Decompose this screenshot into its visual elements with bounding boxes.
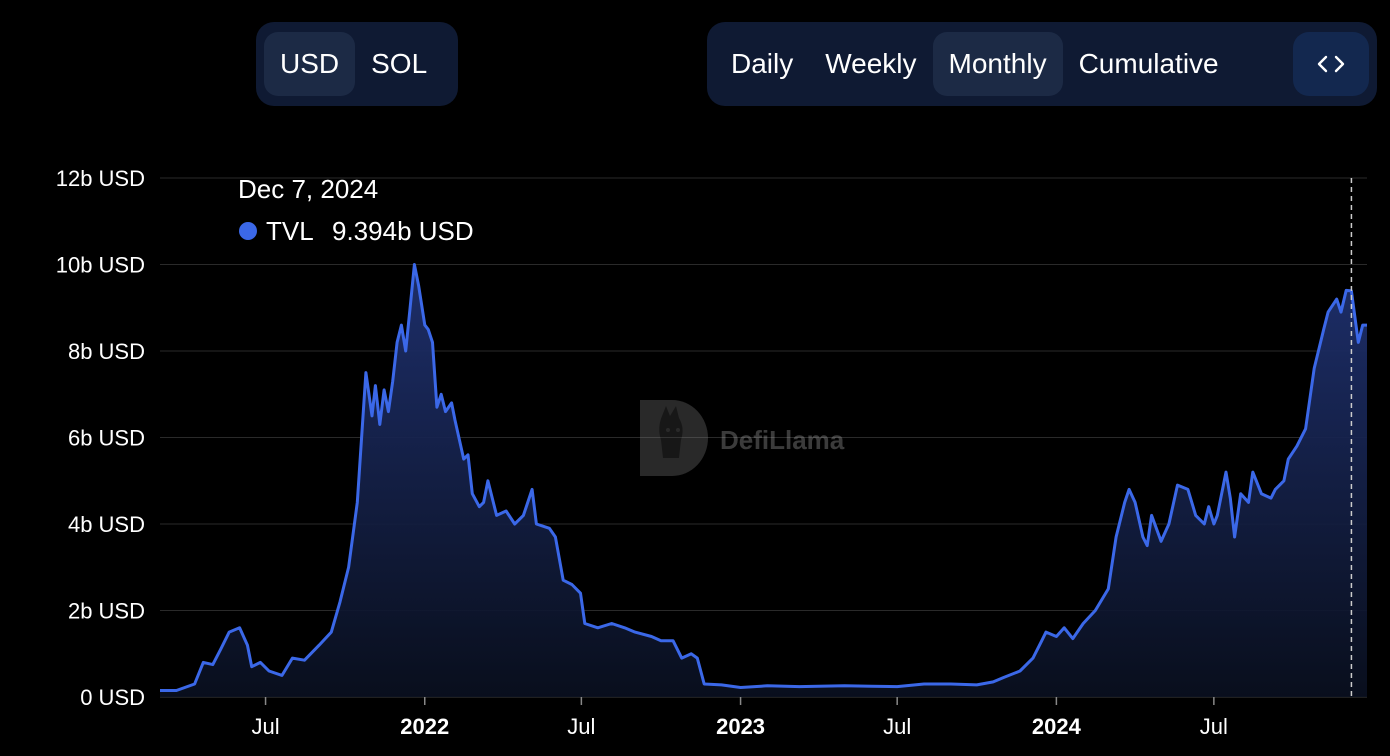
x-tick-label: Jul bbox=[567, 714, 595, 739]
y-axis: 0 USD 2b USD 4b USD 6b USD 8b USD 10b USD 12b … bbox=[56, 166, 145, 710]
x-tick-label: Jul bbox=[1200, 714, 1228, 739]
y-tick-label: 2b USD bbox=[68, 599, 145, 624]
y-tick-label: 12b USD bbox=[56, 166, 145, 191]
tooltip-series-dot bbox=[239, 222, 257, 240]
x-tick-label: Jul bbox=[883, 714, 911, 739]
embed-button[interactable] bbox=[1293, 32, 1369, 96]
x-tick-label: 2023 bbox=[716, 714, 765, 739]
code-brackets-icon bbox=[1317, 55, 1345, 73]
y-tick-label: 4b USD bbox=[68, 512, 145, 537]
y-tick-label: 8b USD bbox=[68, 339, 145, 364]
tooltip-value: 9.394b USD bbox=[332, 216, 474, 246]
y-tick-label: 0 USD bbox=[80, 685, 145, 710]
currency-sol-button[interactable]: SOL bbox=[371, 48, 428, 79]
period-weekly-button[interactable]: Weekly bbox=[825, 48, 917, 79]
tvl-area-fill bbox=[160, 264, 1367, 697]
llama-logo-icon bbox=[640, 400, 708, 476]
tooltip-series-name: TVL bbox=[266, 216, 314, 246]
tooltip-date: Dec 7, 2024 bbox=[238, 174, 378, 204]
x-axis: Jul 2022 Jul 2023 Jul 2024 Jul bbox=[251, 697, 1228, 739]
x-tick-label: 2022 bbox=[400, 714, 449, 739]
x-tick-label: Jul bbox=[251, 714, 279, 739]
tooltip: Dec 7, 2024 TVL 9.394b USD bbox=[238, 174, 474, 246]
tvl-series-line bbox=[160, 263, 1367, 692]
currency-toggle: USD SOL bbox=[256, 22, 458, 106]
y-tick-label: 6b USD bbox=[68, 426, 145, 451]
watermark-text: DefiLlama bbox=[720, 425, 845, 455]
period-toggle: Daily Weekly Monthly Cumulative bbox=[707, 22, 1377, 106]
currency-usd-button[interactable]: USD bbox=[264, 32, 356, 96]
x-tick-label: 2024 bbox=[1032, 714, 1082, 739]
period-daily-button[interactable]: Daily bbox=[731, 48, 794, 79]
watermark: DefiLlama bbox=[640, 400, 845, 476]
period-cumulative-button[interactable]: Cumulative bbox=[1078, 48, 1219, 79]
y-tick-label: 10b USD bbox=[56, 253, 145, 278]
period-monthly-button[interactable]: Monthly bbox=[932, 32, 1063, 96]
